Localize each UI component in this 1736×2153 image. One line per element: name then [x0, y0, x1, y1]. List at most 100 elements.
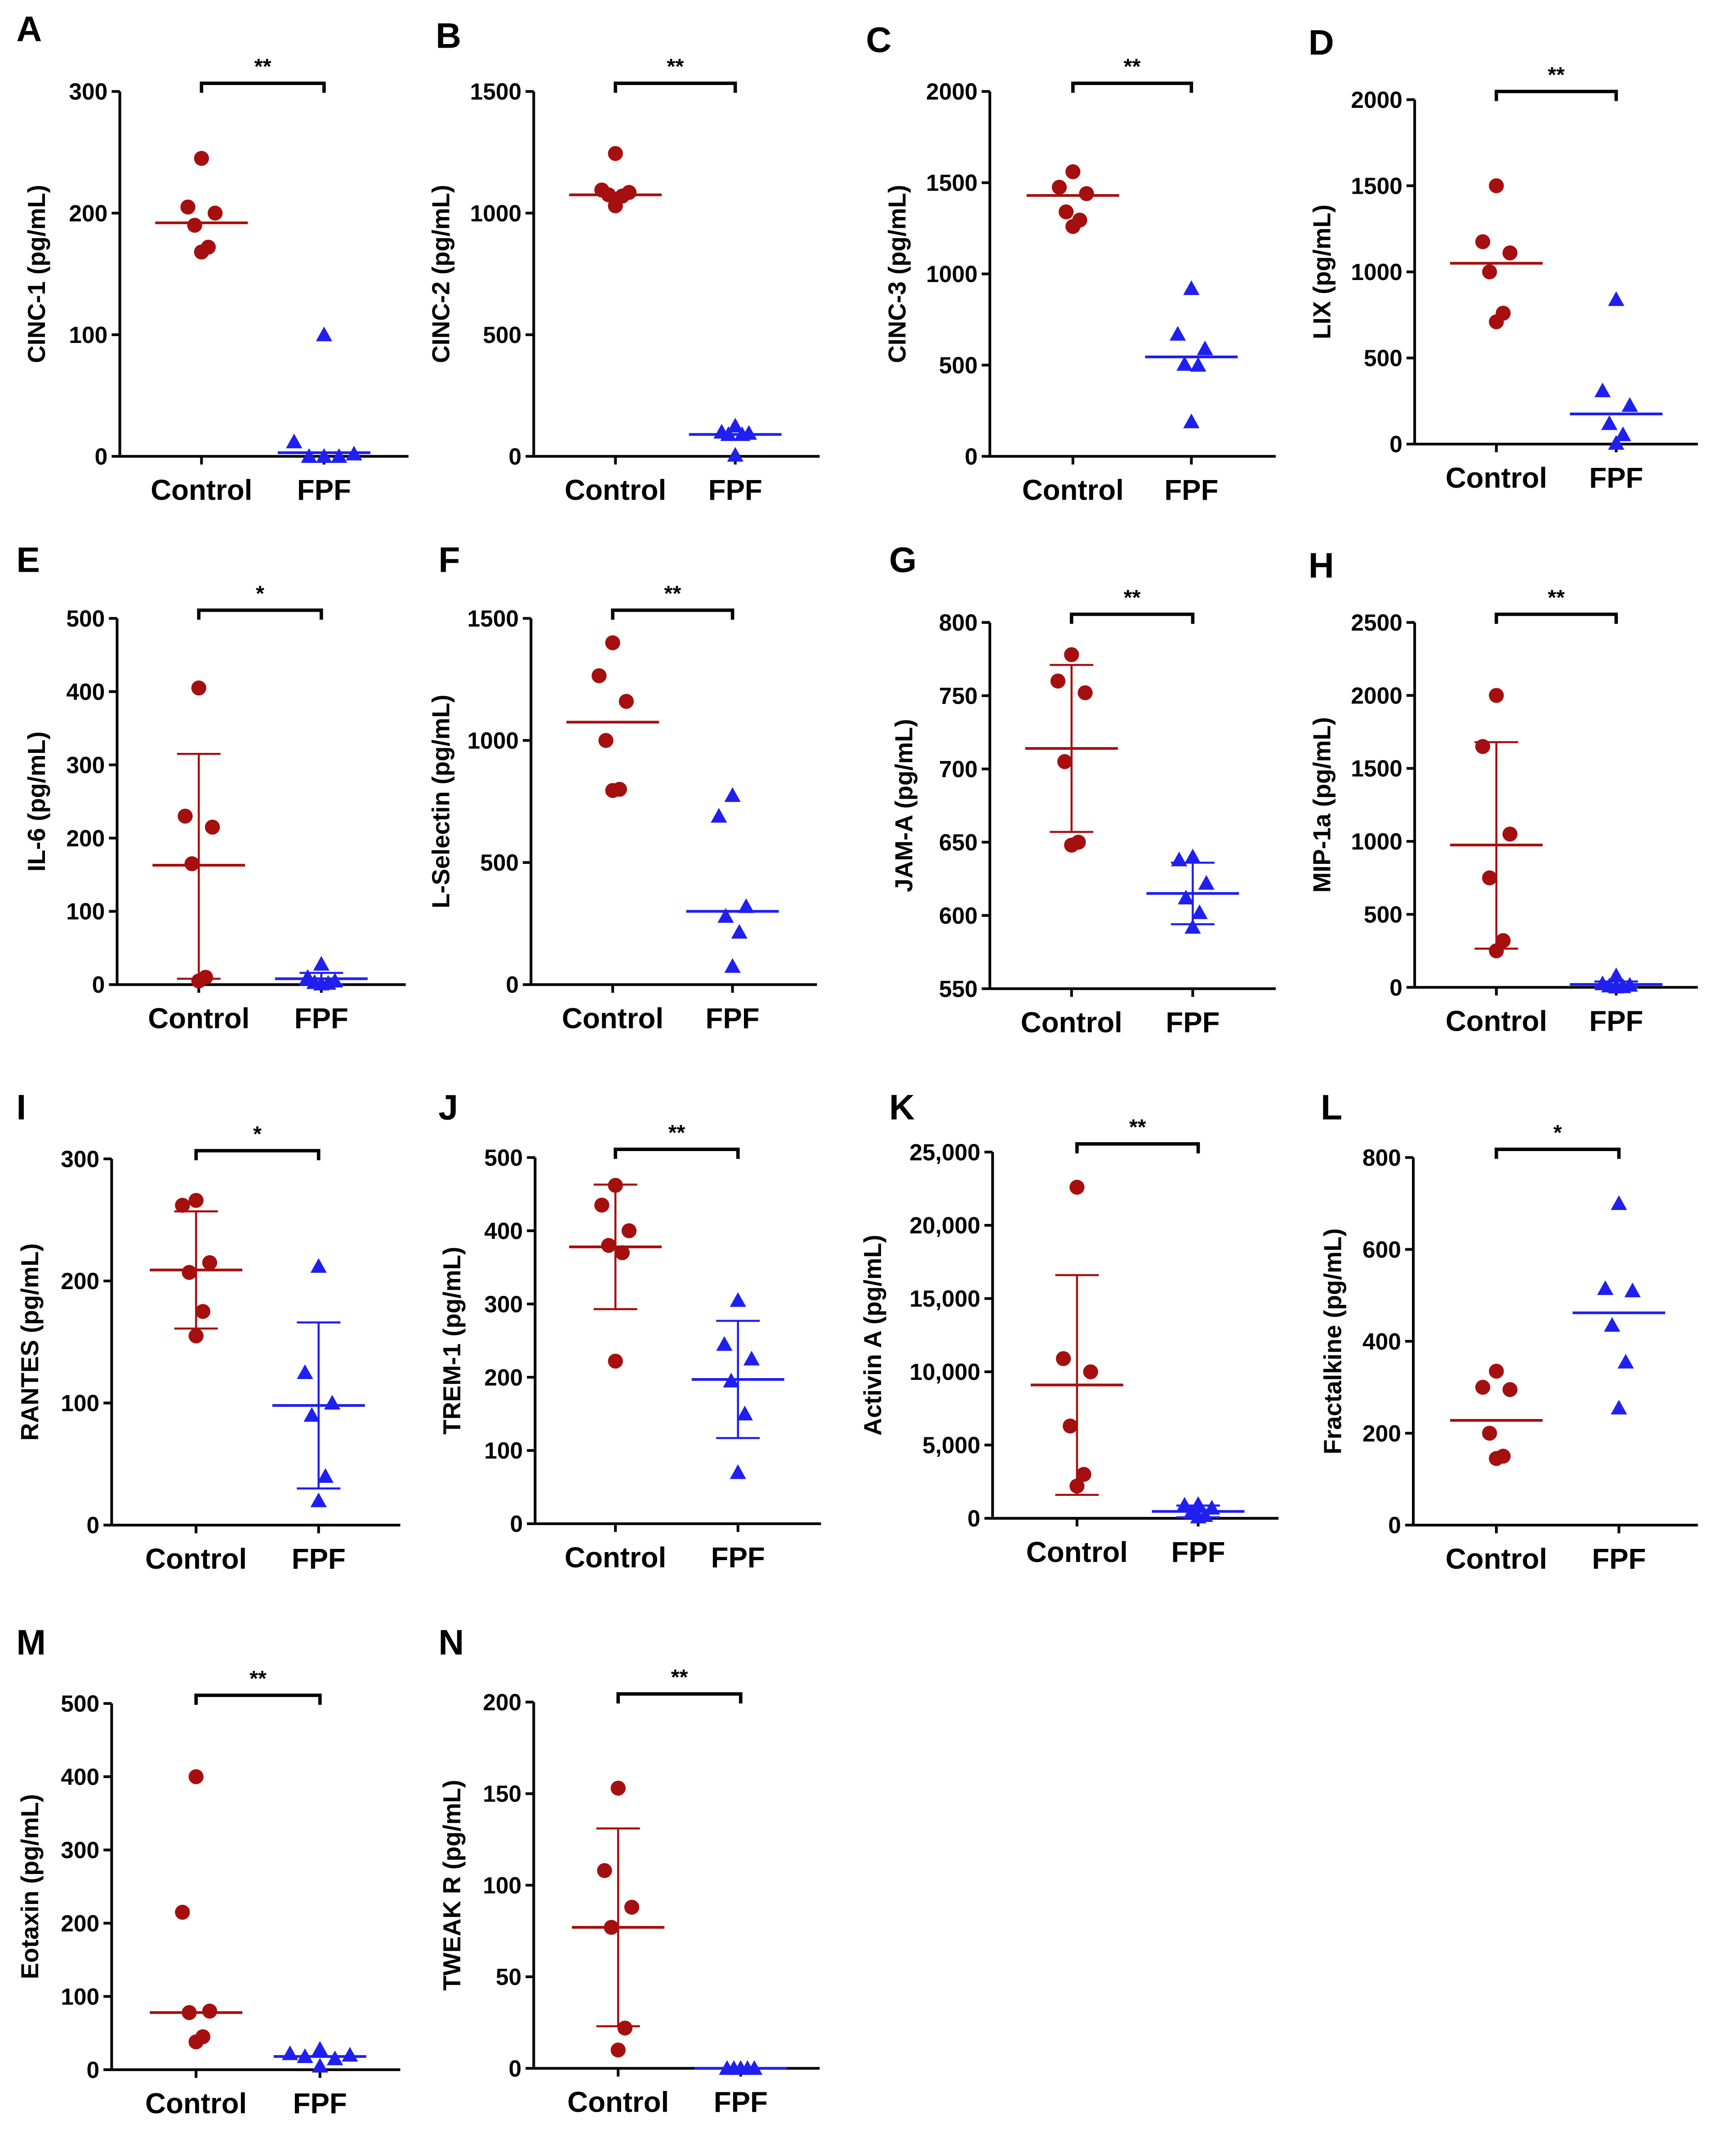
data-point	[313, 975, 330, 991]
data-point	[1171, 851, 1188, 867]
data-point	[1176, 1497, 1193, 1512]
series-fpf	[273, 2041, 366, 2073]
data-point	[175, 1197, 190, 1213]
data-point	[188, 1328, 204, 1343]
series-control	[1450, 688, 1543, 959]
series-fpf	[1145, 280, 1238, 428]
significance-label: **	[671, 1665, 688, 1689]
data-point	[202, 1255, 218, 1270]
significance-bracket	[1070, 612, 1195, 624]
data-point	[312, 2041, 328, 2056]
y-tick-label: 500	[484, 1144, 523, 1170]
data-point	[1608, 291, 1625, 306]
panel-k: K 0 5,000 10,000 15,000 20,000 25,000 Control FP…	[859, 1087, 1279, 1568]
data-point	[310, 1258, 327, 1273]
data-point	[316, 448, 333, 463]
y-tick-label: 15,000	[909, 1286, 980, 1312]
data-point	[1475, 739, 1491, 754]
series-fpf	[275, 956, 368, 991]
y-tick-label: 1500	[467, 605, 519, 632]
data-point	[1051, 179, 1067, 195]
y-tick-label: 150	[483, 1781, 521, 1807]
y-tick-label: 500	[939, 352, 978, 378]
data-point	[188, 1192, 204, 1208]
data-point	[1064, 647, 1079, 663]
y-tick-label: 800	[1362, 1144, 1401, 1170]
x-tick-label: FPF	[1164, 474, 1218, 506]
x-tick-label: Control	[562, 1002, 663, 1034]
significance-label: **	[1129, 1115, 1146, 1139]
panel-e: E 0 100 200 300 400 500 Control FPF IL-6 (pg/mL) *	[16, 540, 406, 1034]
panel-d: D 0 500 1000 1500 2000 Control FPF LIX (pg/mL) **	[1308, 23, 1698, 494]
panel-letter: I	[16, 1087, 26, 1127]
y-tick-label: 0	[967, 1505, 980, 1531]
data-point	[1050, 673, 1066, 689]
significance-bracket	[1495, 612, 1618, 624]
x-tick-label: Control	[145, 2088, 247, 2120]
data-point	[1183, 413, 1200, 428]
x-tick-label: FPF	[1171, 1536, 1225, 1568]
y-tick-label: 0	[1389, 974, 1402, 1001]
y-axis-label: CINC-1 (pg/mL)	[23, 185, 50, 363]
series-control	[152, 680, 245, 989]
significance-label: **	[1548, 62, 1565, 87]
significance-label: **	[668, 1121, 685, 1145]
data-point	[1489, 178, 1504, 193]
significance-bracket	[194, 1149, 320, 1161]
significance-label: *	[1553, 1121, 1562, 1145]
panel-b: B 0 500 1000 1500 Control FPF CINC-2 (pg/mL) **	[427, 16, 820, 506]
data-point	[182, 1265, 197, 1280]
data-point	[1183, 280, 1200, 295]
data-point	[1065, 219, 1081, 234]
series-control	[566, 635, 659, 798]
data-point	[621, 1223, 637, 1238]
data-point	[730, 1292, 746, 1307]
data-point	[1604, 1317, 1620, 1332]
data-point	[1065, 164, 1081, 179]
significance-label: **	[249, 1666, 267, 1690]
y-tick-label: 300	[61, 1837, 99, 1863]
y-tick-label: 0	[508, 2055, 521, 2082]
data-point	[178, 809, 193, 824]
significance-bracket	[197, 608, 323, 620]
data-point	[608, 1353, 623, 1369]
x-tick-label: Control	[145, 1543, 247, 1575]
panel-letter: K	[889, 1087, 915, 1127]
x-tick-label: Control	[1022, 474, 1124, 506]
data-point	[731, 924, 748, 939]
y-tick-label: 0	[508, 443, 521, 469]
data-point	[1482, 870, 1497, 885]
data-point	[724, 787, 741, 802]
data-point	[1502, 245, 1518, 261]
data-point	[1482, 1425, 1497, 1441]
significance-label: **	[664, 581, 681, 605]
x-tick-label: FPF	[293, 2088, 347, 2120]
data-point	[1502, 826, 1518, 842]
y-axis-label: Eotaxin (pg/mL)	[16, 1794, 44, 1979]
data-point	[1611, 1195, 1627, 1210]
y-tick-label: 300	[61, 1146, 99, 1172]
y-tick-label: 500	[483, 322, 521, 348]
y-tick-label: 25,000	[909, 1139, 980, 1165]
series-control	[1025, 647, 1118, 853]
panel-letter: A	[16, 9, 42, 49]
data-point	[1079, 186, 1094, 201]
y-axis-label: TWEAK R (pg/mL)	[438, 1780, 466, 1991]
data-point	[1191, 904, 1208, 919]
y-tick-label: 100	[69, 322, 107, 348]
y-tick-label: 500	[61, 1690, 99, 1717]
data-point	[1594, 383, 1611, 397]
panel-letter: M	[16, 1623, 46, 1662]
significance-label: **	[1124, 585, 1141, 609]
data-point	[1611, 1400, 1627, 1415]
y-tick-label: 800	[939, 609, 978, 636]
y-tick-label: 400	[66, 679, 105, 705]
y-tick-label: 400	[484, 1218, 523, 1244]
y-tick-label: 500	[1364, 901, 1402, 927]
y-tick-label: 0	[86, 2057, 99, 2083]
significance-label: **	[254, 54, 272, 79]
panel-letter: G	[889, 540, 917, 580]
series-control	[1450, 178, 1543, 329]
y-axis-label: RANTES (pg/mL)	[16, 1243, 44, 1441]
data-point	[605, 783, 620, 798]
